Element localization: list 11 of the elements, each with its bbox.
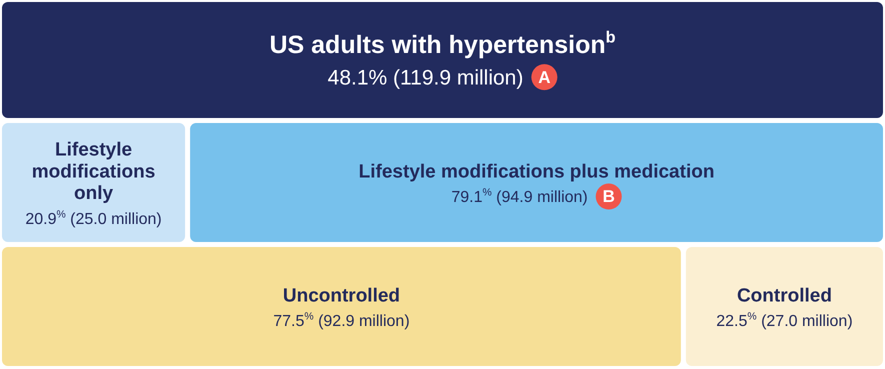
category-label: Lifestyle modifications plus medication bbox=[358, 161, 714, 182]
text: A bbox=[538, 68, 550, 87]
text: B bbox=[602, 187, 615, 206]
category-label: Controlled bbox=[736, 285, 832, 306]
category-label: Lifestyle modifications only bbox=[32, 139, 156, 204]
data-label: 48.1% (119.9 million) bbox=[328, 66, 524, 90]
category-label: Uncontrolled bbox=[282, 285, 400, 306]
data-label: 22.5% (27.0 million) bbox=[716, 311, 853, 330]
data-label: 20.9% (25.0 million) bbox=[25, 209, 162, 228]
data-label: 77.5% (92.9 million) bbox=[273, 311, 410, 330]
data-label: 79.1% (94.9 million) bbox=[451, 187, 588, 206]
